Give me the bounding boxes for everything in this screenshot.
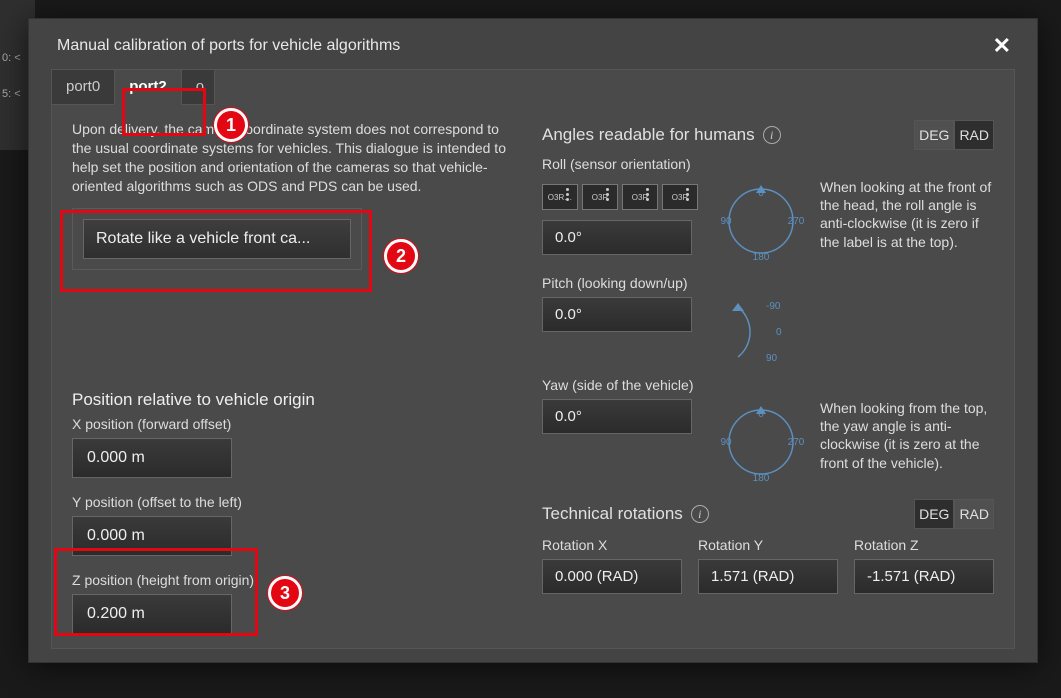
roll-row: O3R… O3R O3R O3R 0.0° 0 90 xyxy=(542,178,994,265)
rad-option[interactable]: RAD xyxy=(954,120,994,150)
orientation-icon-strip[interactable]: O3R… O3R O3R O3R xyxy=(542,184,702,210)
tab-port2[interactable]: port2 xyxy=(114,69,182,105)
rotation-x-label: Rotation X xyxy=(542,537,682,553)
tab-port-extra[interactable]: o xyxy=(181,69,215,105)
rotation-z-input[interactable]: -1.571 (RAD) xyxy=(854,559,994,594)
orientation-icon-4[interactable]: O3R xyxy=(662,184,698,210)
rad-option-tech[interactable]: RAD xyxy=(954,499,994,529)
svg-text:180: 180 xyxy=(753,473,770,484)
pitch-gauge: -90 0 90 xyxy=(716,297,806,367)
svg-text:0: 0 xyxy=(776,327,782,338)
svg-text:90: 90 xyxy=(720,216,732,227)
svg-text:0: 0 xyxy=(758,409,764,420)
svg-text:270: 270 xyxy=(788,216,805,227)
y-position-input[interactable]: 0.000 m xyxy=(72,516,232,556)
intro-text: Upon delivery, the camera coordinate sys… xyxy=(72,120,512,196)
yaw-row: 0.0° 0 90 180 270 When looking from the … xyxy=(542,399,994,485)
svg-text:180: 180 xyxy=(753,252,770,263)
left-column: Upon delivery, the camera coordinate sys… xyxy=(72,120,512,638)
rotation-z-label: Rotation Z xyxy=(854,537,994,553)
yaw-value-input[interactable]: 0.0° xyxy=(542,399,692,434)
technical-header-text: Technical rotations xyxy=(542,504,683,524)
rotation-x-input[interactable]: 0.000 (RAD) xyxy=(542,559,682,594)
z-position-label: Z position (height from origin) xyxy=(72,572,512,588)
pitch-row: 0.0° -90 0 90 xyxy=(542,297,994,367)
dialog-header: Manual calibration of ports for vehicle … xyxy=(29,19,1037,69)
x-position-label: X position (forward offset) xyxy=(72,416,512,432)
deg-option[interactable]: DEG xyxy=(914,120,954,150)
orientation-icon-3[interactable]: O3R xyxy=(622,184,658,210)
orientation-icon-2[interactable]: O3R xyxy=(582,184,618,210)
dialog-body: port0 port2 o Upon delivery, the camera … xyxy=(51,69,1015,649)
technical-header-row: Technical rotations i DEG RAD xyxy=(542,499,994,529)
close-icon[interactable]: ✕ xyxy=(987,33,1017,59)
angles-header-row: Angles readable for humans i DEG RAD xyxy=(542,120,994,150)
yaw-label: Yaw (side of the vehicle) xyxy=(542,377,994,393)
roll-label: Roll (sensor orientation) xyxy=(542,156,994,172)
rotate-button-area: Rotate like a vehicle front ca... xyxy=(72,208,362,270)
deg-rad-toggle-technical[interactable]: DEG RAD xyxy=(914,499,994,529)
z-position-input[interactable]: 0.200 m xyxy=(72,594,232,634)
technical-rotations-row: Rotation X 0.000 (RAD) Rotation Y 1.571 … xyxy=(542,537,994,604)
calibration-dialog: Manual calibration of ports for vehicle … xyxy=(28,18,1038,663)
technical-header: Technical rotations i xyxy=(542,504,709,524)
svg-text:0: 0 xyxy=(758,188,764,199)
roll-gauge: 0 90 180 270 xyxy=(716,178,806,264)
angles-header-text: Angles readable for humans xyxy=(542,125,755,145)
info-icon[interactable]: i xyxy=(763,126,781,144)
pitch-value-input[interactable]: 0.0° xyxy=(542,297,692,332)
roll-value-input[interactable]: 0.0° xyxy=(542,220,692,255)
rotation-y-input[interactable]: 1.571 (RAD) xyxy=(698,559,838,594)
dialog-title: Manual calibration of ports for vehicle … xyxy=(57,37,400,55)
yaw-gauge: 0 90 180 270 xyxy=(716,399,806,485)
position-section-title: Position relative to vehicle origin xyxy=(72,390,512,410)
svg-text:-90: -90 xyxy=(766,301,781,312)
rotation-y-label: Rotation Y xyxy=(698,537,838,553)
info-icon-tech[interactable]: i xyxy=(691,505,709,523)
svg-text:270: 270 xyxy=(788,437,805,448)
port-tabs: port0 port2 o xyxy=(51,69,214,105)
orientation-icon-1[interactable]: O3R… xyxy=(542,184,578,210)
deg-option-tech[interactable]: DEG xyxy=(914,499,954,529)
svg-text:90: 90 xyxy=(766,353,778,364)
roll-description: When looking at the front of the head, t… xyxy=(820,178,994,251)
dialog-content: Upon delivery, the camera coordinate sys… xyxy=(72,120,994,638)
x-position-input[interactable]: 0.000 m xyxy=(72,438,232,478)
right-column: Angles readable for humans i DEG RAD Rol… xyxy=(542,120,994,638)
tab-port0[interactable]: port0 xyxy=(51,69,115,105)
y-position-label: Y position (offset to the left) xyxy=(72,494,512,510)
angles-header: Angles readable for humans i xyxy=(542,125,781,145)
pitch-label: Pitch (looking down/up) xyxy=(542,275,994,291)
deg-rad-toggle-angles[interactable]: DEG RAD xyxy=(914,120,994,150)
rotate-like-vehicle-button[interactable]: Rotate like a vehicle front ca... xyxy=(83,219,351,259)
yaw-description: When looking from the top, the yaw angle… xyxy=(820,399,994,472)
svg-text:90: 90 xyxy=(720,437,732,448)
